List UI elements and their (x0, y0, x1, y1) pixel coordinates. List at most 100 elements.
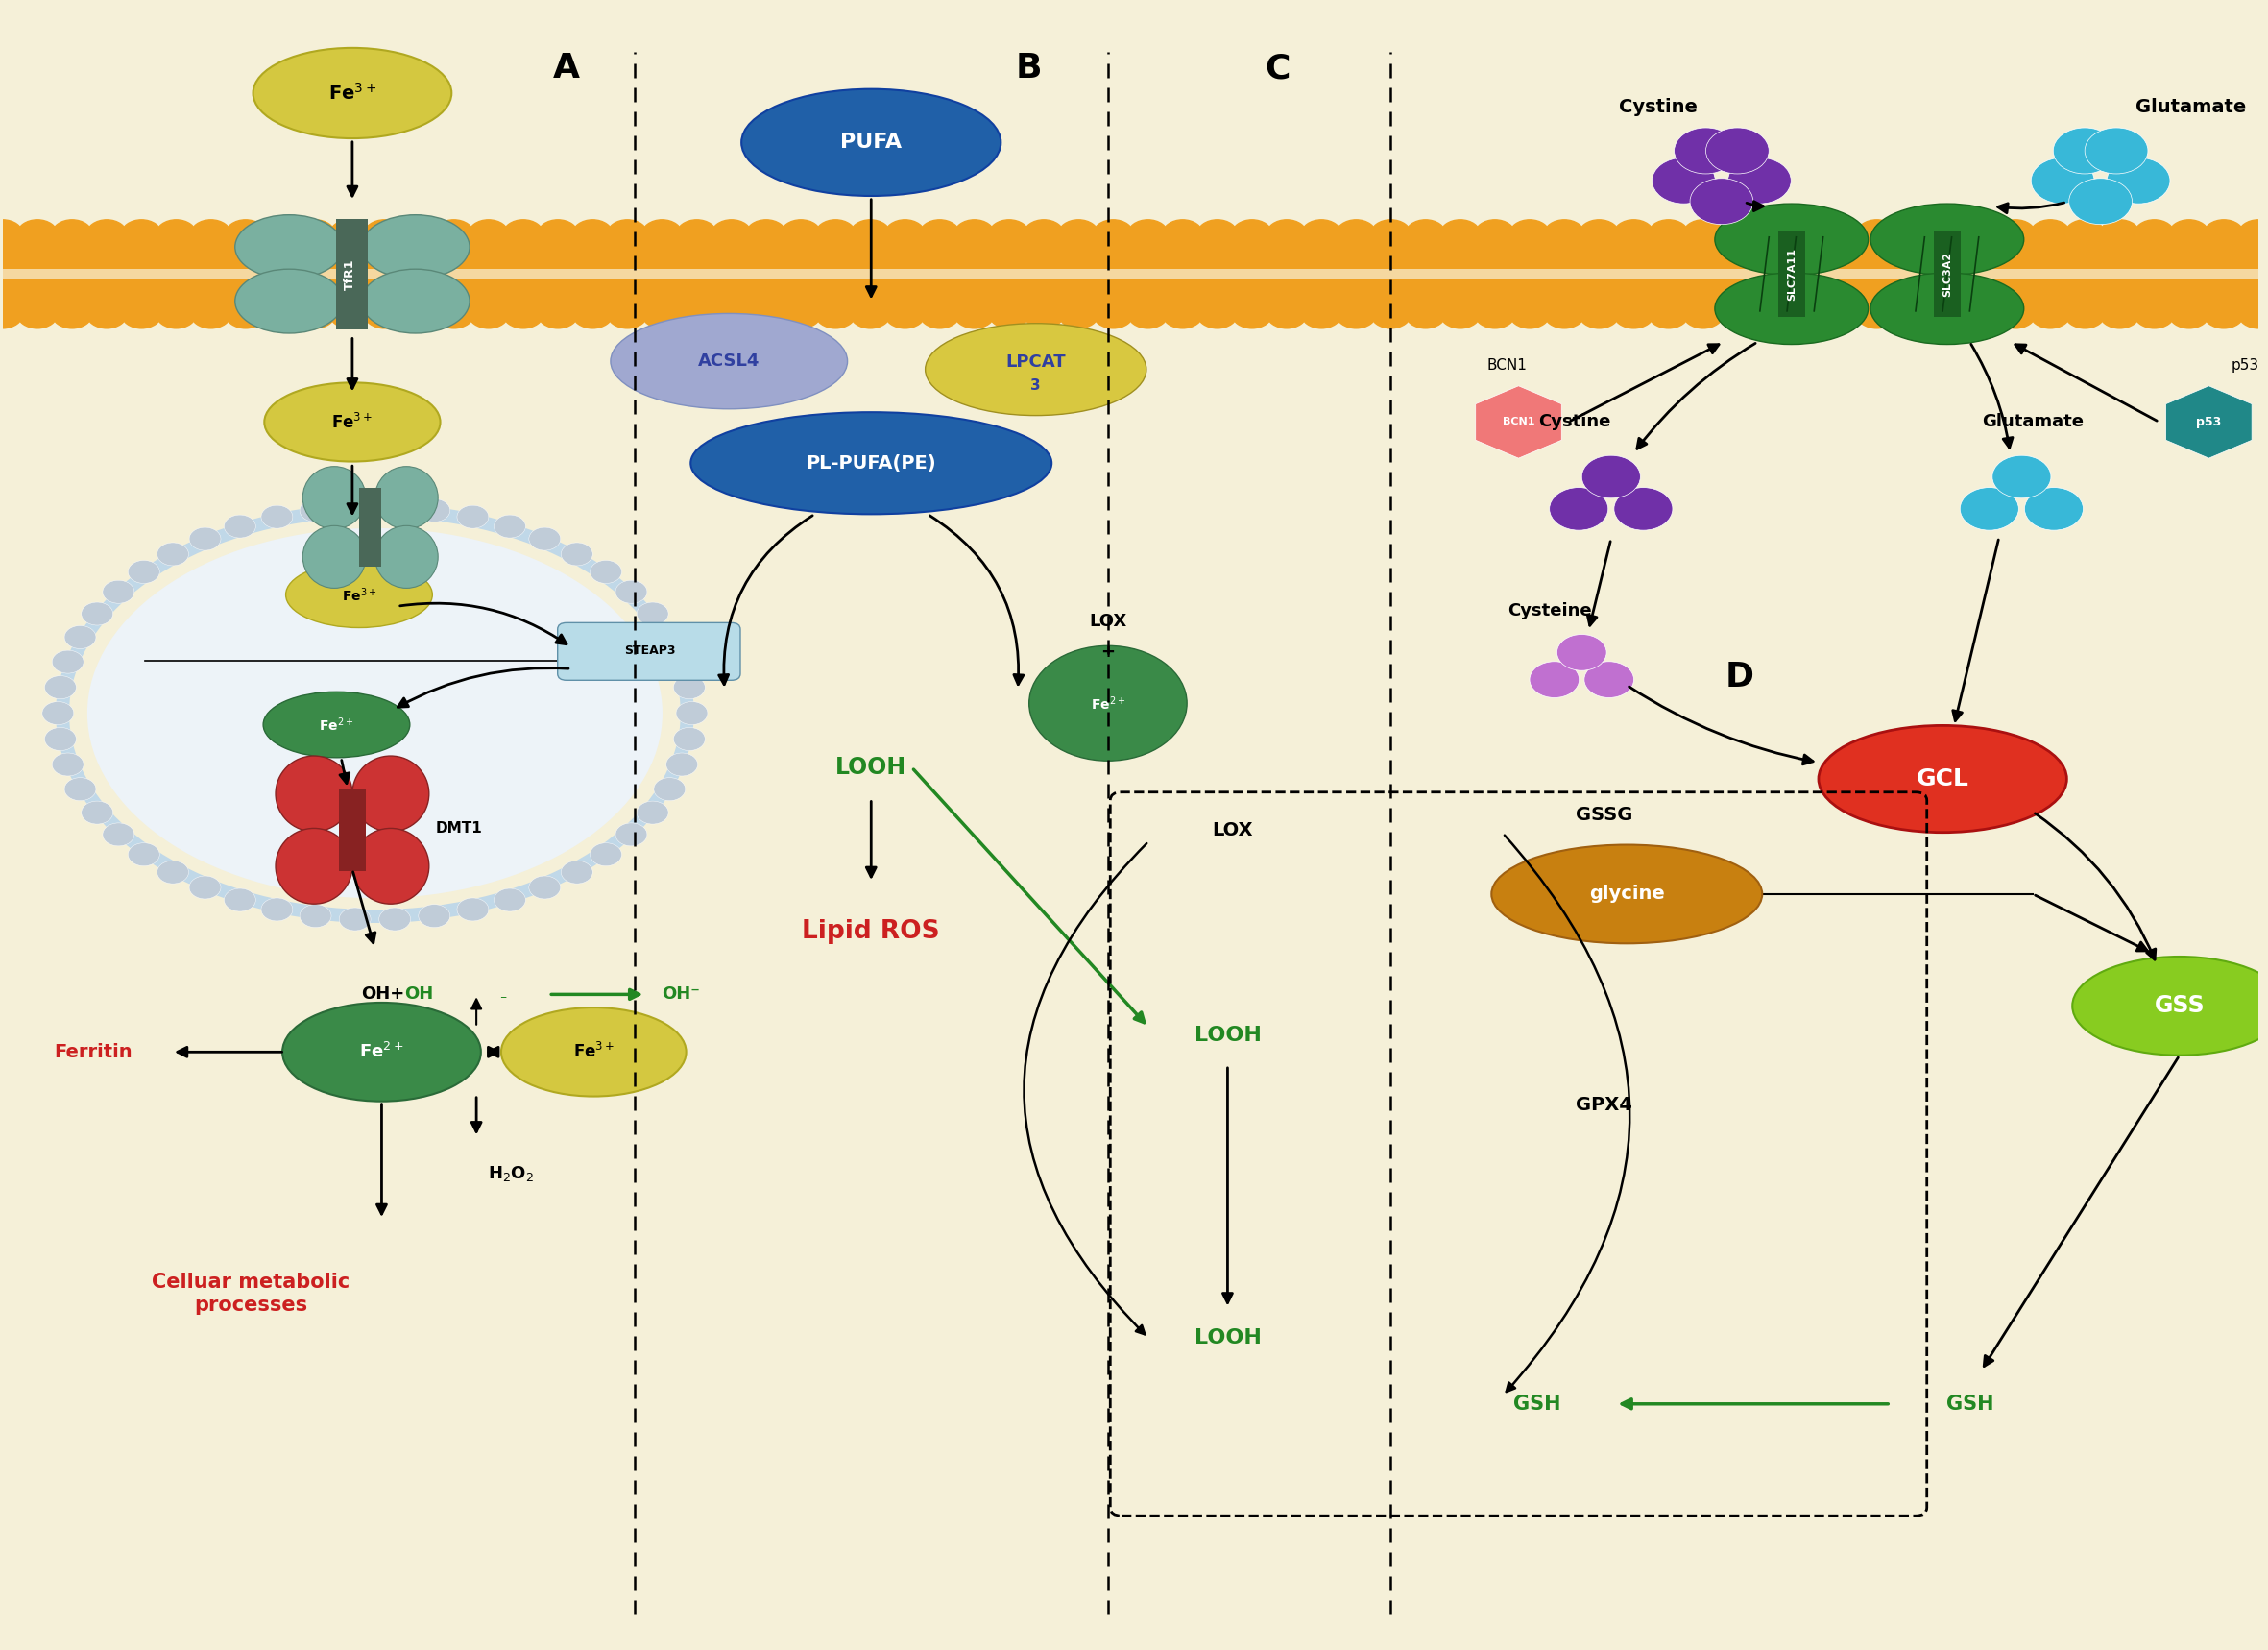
Text: Celluar metabolic
processes: Celluar metabolic processes (152, 1274, 349, 1315)
Circle shape (365, 219, 404, 249)
Text: GSH: GSH (1513, 1394, 1560, 1414)
Circle shape (52, 752, 84, 775)
Circle shape (295, 219, 336, 249)
Circle shape (191, 219, 231, 249)
Circle shape (1996, 219, 2037, 249)
Circle shape (1579, 299, 1619, 328)
Circle shape (2068, 178, 2132, 224)
Circle shape (885, 219, 925, 249)
Circle shape (676, 299, 717, 328)
Circle shape (637, 802, 669, 823)
Circle shape (955, 299, 996, 328)
Text: PL-PUFA(PE): PL-PUFA(PE) (805, 454, 937, 472)
Circle shape (64, 777, 95, 800)
Text: Fe$^{3+}$: Fe$^{3+}$ (574, 1043, 615, 1061)
Circle shape (1336, 299, 1377, 328)
Text: Cysteine: Cysteine (1508, 602, 1592, 619)
Text: D: D (1726, 660, 1753, 693)
Circle shape (1581, 455, 1640, 498)
Circle shape (1545, 219, 1585, 249)
Circle shape (1370, 219, 1411, 249)
Circle shape (1753, 219, 1794, 249)
Circle shape (365, 299, 404, 328)
Text: Cystine: Cystine (1619, 99, 1699, 117)
Circle shape (1649, 219, 1690, 249)
Ellipse shape (692, 412, 1052, 515)
Circle shape (1545, 299, 1585, 328)
Text: p53: p53 (2232, 358, 2259, 373)
Circle shape (1510, 219, 1549, 249)
Circle shape (590, 561, 621, 584)
Text: STEAP3: STEAP3 (624, 645, 676, 657)
Ellipse shape (2073, 957, 2268, 1056)
Circle shape (1406, 299, 1447, 328)
Circle shape (503, 299, 544, 328)
Circle shape (120, 299, 161, 328)
Ellipse shape (374, 526, 438, 587)
Circle shape (1728, 158, 1792, 203)
Ellipse shape (361, 269, 469, 333)
Circle shape (538, 219, 578, 249)
Circle shape (1059, 299, 1098, 328)
Circle shape (43, 701, 75, 724)
Text: glycine: glycine (1590, 884, 1665, 903)
Ellipse shape (302, 467, 365, 530)
Bar (2, 238, 2259, 312)
Circle shape (676, 701, 708, 724)
Circle shape (127, 561, 159, 584)
Circle shape (1059, 219, 1098, 249)
Circle shape (590, 843, 621, 866)
Circle shape (1232, 299, 1272, 328)
Ellipse shape (86, 528, 662, 898)
Circle shape (746, 219, 787, 249)
Ellipse shape (1715, 203, 1869, 276)
Circle shape (989, 299, 1030, 328)
Circle shape (2239, 299, 2268, 328)
Text: SLC7A11: SLC7A11 (1787, 247, 1796, 300)
Circle shape (676, 219, 717, 249)
Circle shape (1529, 662, 1579, 698)
Text: Fe$^{2+}$: Fe$^{2+}$ (320, 716, 354, 734)
Circle shape (52, 299, 93, 328)
Circle shape (494, 888, 526, 911)
Circle shape (1579, 219, 1619, 249)
Circle shape (780, 219, 821, 249)
Circle shape (433, 219, 474, 249)
Circle shape (120, 219, 161, 249)
Circle shape (494, 515, 526, 538)
Circle shape (1093, 219, 1134, 249)
Circle shape (1232, 219, 1272, 249)
Circle shape (674, 676, 705, 700)
Text: Glutamate: Glutamate (1982, 412, 2084, 431)
Circle shape (86, 219, 127, 249)
Bar (358, 488, 381, 568)
Ellipse shape (361, 214, 469, 279)
Ellipse shape (263, 691, 411, 757)
Text: LOX: LOX (1089, 612, 1127, 630)
Text: SLC3A2: SLC3A2 (1941, 251, 1953, 297)
Circle shape (642, 299, 683, 328)
Bar (1778, 231, 1805, 317)
Circle shape (1926, 219, 1966, 249)
Circle shape (1093, 299, 1134, 328)
Bar (2, 279, 2259, 314)
Ellipse shape (254, 48, 451, 139)
Circle shape (572, 219, 612, 249)
Circle shape (379, 495, 411, 518)
Circle shape (1510, 299, 1549, 328)
Ellipse shape (610, 314, 848, 409)
Circle shape (261, 219, 302, 249)
Circle shape (2025, 487, 2084, 530)
Circle shape (2064, 219, 2105, 249)
FancyBboxPatch shape (558, 622, 739, 680)
Circle shape (1127, 299, 1168, 328)
Text: Ferritin: Ferritin (54, 1043, 132, 1061)
Text: DMT1: DMT1 (435, 822, 483, 835)
Circle shape (615, 823, 646, 846)
Circle shape (850, 219, 891, 249)
Circle shape (156, 543, 188, 566)
Ellipse shape (501, 1008, 687, 1096)
Ellipse shape (284, 1003, 481, 1101)
Circle shape (1991, 455, 2050, 498)
Circle shape (2107, 158, 2170, 203)
